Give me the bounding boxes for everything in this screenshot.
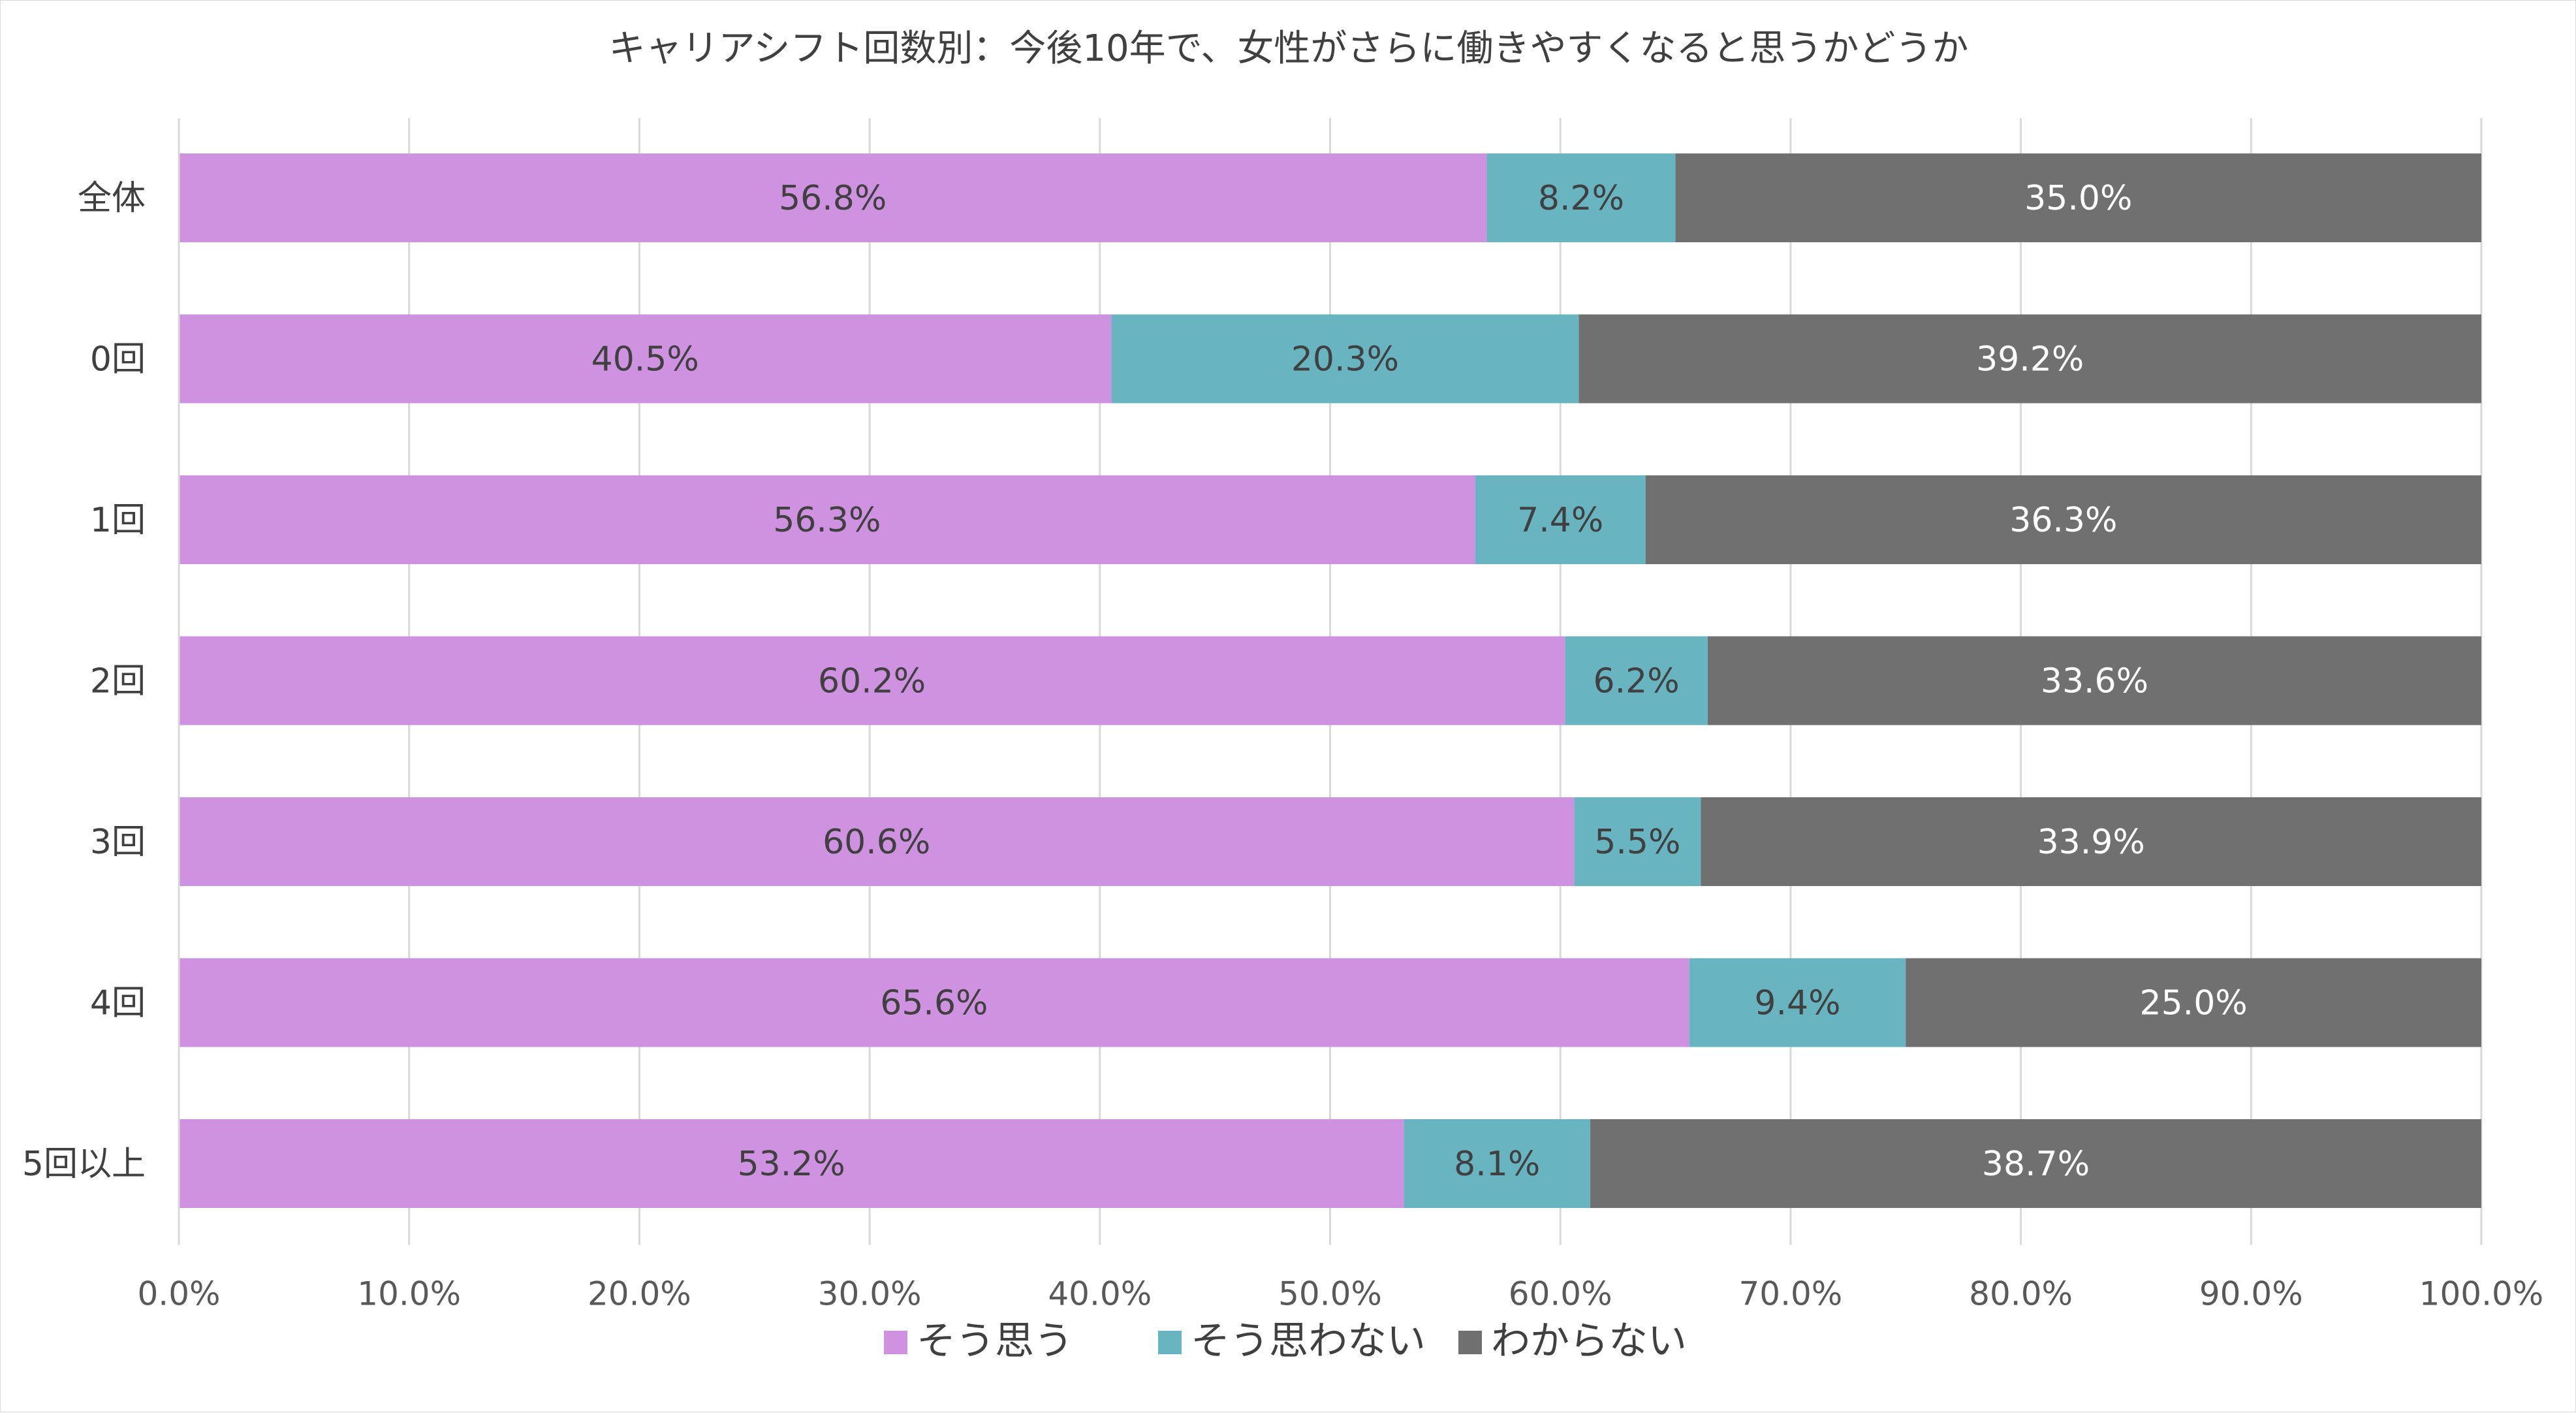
bar-segment [179,475,1475,564]
data-label: 33.9% [2037,823,2145,862]
x-tick-label: 60.0% [1509,1275,1612,1313]
x-tick-label: 50.0% [1278,1275,1382,1313]
x-tick-label: 40.0% [1048,1275,1152,1313]
bar-segment [179,314,1112,404]
bar-segment [179,797,1575,886]
data-label: 9.4% [1754,984,1840,1023]
data-labels: 56.8% 8.2% 35.0% 40.5% 20.3% 39.2% 56.3% 7.4% 36… [591,179,2248,1184]
data-label: 38.7% [1982,1145,2090,1184]
bar-segment [1645,475,2481,564]
data-label: 56.3% [773,501,881,540]
data-label: 60.6% [823,823,930,862]
data-label: 8.1% [1454,1145,1540,1184]
data-label: 40.5% [591,340,699,379]
bar-segment [1111,314,1579,404]
bar-segment [1906,958,2481,1047]
data-label: 35.0% [2024,179,2132,218]
y-category-label: 全体 [78,179,146,218]
legend-swatch [884,1331,907,1354]
x-tick-label: 30.0% [818,1275,922,1313]
bar-segment [1689,958,1906,1047]
bar-segment [179,636,1565,725]
y-category-label: 1回 [90,501,146,540]
x-tick-label: 90.0% [2199,1275,2303,1313]
bar-segment [1475,475,1646,564]
bar-segment [179,153,1487,242]
bar-segment [1579,314,2481,404]
x-tick-label: 20.0% [588,1275,691,1313]
x-tick-label: 10.0% [357,1275,461,1313]
y-category-label: 2回 [90,662,146,701]
data-label: 6.2% [1594,662,1680,701]
bar-segment [1404,1119,1591,1208]
data-label: 56.8% [779,179,887,218]
data-label: 60.2% [818,662,926,701]
data-label: 33.6% [2041,662,2148,701]
x-tick-label: 100.0% [2419,1275,2544,1313]
chart-title: キャリアシフト回数別：今後10年で、女性がさらに働きやすくなると思うかどうか [609,27,1969,70]
bar-segment [1565,636,1708,725]
y-category-label: 3回 [90,823,146,862]
x-tick-label: 80.0% [1969,1275,2073,1313]
y-category-label: 5回以上 [22,1145,146,1184]
data-label: 53.2% [738,1145,845,1184]
bar-segment [1590,1119,2481,1208]
legend: そう思う そう思わない わからない [884,1318,1687,1364]
y-category-label: 4回 [90,984,146,1023]
data-label: 7.4% [1517,501,1603,540]
x-tick-label: 0.0% [137,1275,220,1313]
bar-segment [1701,797,2481,886]
bar-segment [1486,153,1676,242]
y-category-label: 0回 [90,340,146,379]
legend-swatch [1458,1331,1482,1354]
data-label: 36.3% [2009,501,2117,540]
legend-label: わからない [1491,1318,1687,1364]
data-label: 39.2% [1976,340,2084,379]
value-axis: 0.0% 10.0% 20.0% 30.0% 40.0% 50.0% 60.0% 70.0% 8… [137,1275,2543,1313]
data-label: 20.3% [1291,340,1399,379]
category-axis: 全体 0回 1回 2回 3回 4回 5回以上 [22,118,180,1245]
legend-label: そう思う [917,1318,1073,1364]
bar-segment [1574,797,1701,886]
legend-label: そう思わない [1191,1318,1426,1364]
bar-segment [1707,636,2481,725]
legend-swatch [1158,1331,1182,1354]
data-label: 8.2% [1538,179,1624,218]
data-label: 25.0% [2140,984,2248,1023]
x-tick-label: 70.0% [1738,1275,1842,1313]
bars [179,153,2481,1208]
bar-segment [179,958,1689,1047]
data-label: 5.5% [1594,823,1680,862]
data-label: 65.6% [880,984,988,1023]
bar-segment [1675,153,2481,242]
bar-segment [179,1119,1404,1208]
